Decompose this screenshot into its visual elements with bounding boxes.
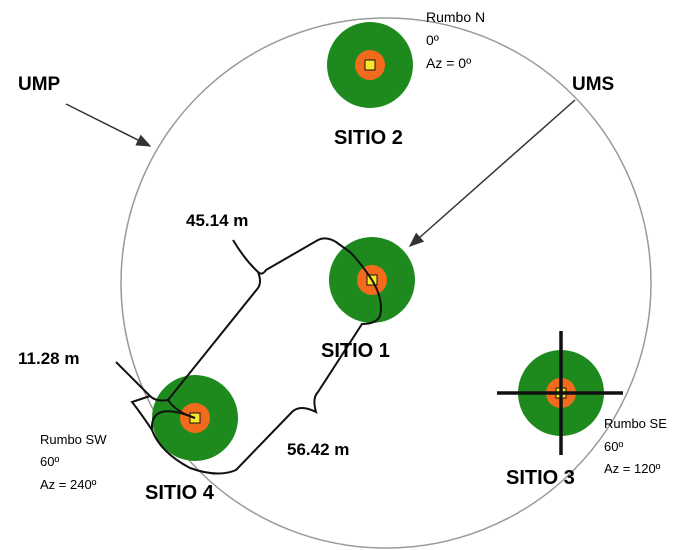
site-3-name: SITIO 3 — [506, 467, 575, 489]
ump-arrow — [65, 103, 152, 147]
distance-11-label: 11.28 m — [18, 349, 79, 368]
site-3-plot — [497, 331, 623, 455]
site-2-rumbo: Rumbo N — [426, 9, 485, 25]
brace-56-42 — [150, 279, 382, 475]
ump-circle — [120, 17, 652, 549]
ump-label: UMP — [18, 74, 61, 95]
site-2-name: SITIO 2 — [334, 127, 403, 149]
ums-label: UMS — [572, 74, 614, 95]
ums-arrow — [408, 99, 576, 247]
site-3-deg: 60º — [604, 439, 623, 454]
site-4-rumbo: Rumbo SW — [40, 432, 107, 447]
site-4-deg: 60º — [40, 454, 59, 469]
site-3-az: Az = 120º — [604, 461, 661, 476]
distance-56-label: 56.42 m — [287, 440, 349, 459]
site-4-az: Az = 240º — [40, 477, 97, 492]
site-2-deg: 0º — [426, 32, 439, 48]
site-4-name: SITIO 4 — [145, 482, 215, 504]
distance-45-label: 45.14 m — [186, 211, 248, 230]
site-2-plot — [327, 22, 413, 108]
brace-11-28 — [115, 361, 169, 431]
site-1-name: SITIO 1 — [321, 340, 390, 362]
site-2-az: Az = 0º — [426, 55, 471, 71]
site-3-rumbo: Rumbo SE — [604, 416, 667, 431]
